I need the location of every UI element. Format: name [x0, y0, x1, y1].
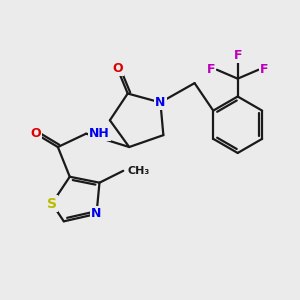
Text: F: F [260, 63, 269, 76]
Text: NH: NH [89, 127, 110, 140]
Text: O: O [112, 62, 123, 75]
Text: CH₃: CH₃ [128, 166, 150, 176]
Text: F: F [233, 49, 242, 62]
Text: N: N [91, 207, 102, 220]
Text: N: N [155, 96, 166, 109]
Text: F: F [207, 63, 215, 76]
Text: O: O [30, 127, 41, 140]
Text: S: S [47, 196, 57, 211]
